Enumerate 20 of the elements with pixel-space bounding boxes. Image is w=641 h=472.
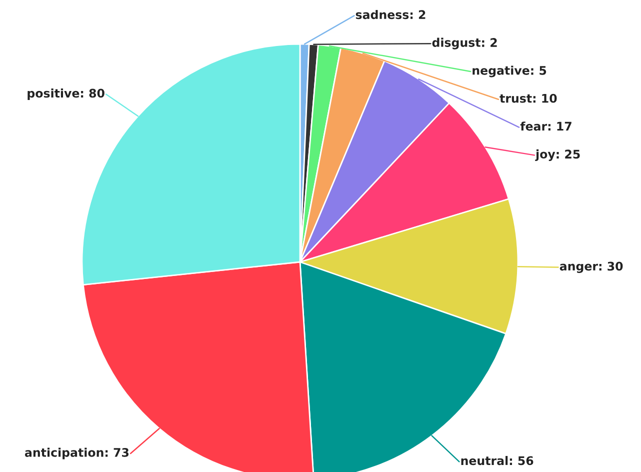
data-label: : 80	[81, 88, 104, 98]
data-label: : 25	[556, 150, 580, 159]
slice-label: disgust	[432, 38, 481, 50]
data-label: : 30	[599, 262, 623, 271]
slice-label: anticipation	[24, 448, 104, 460]
data-label: : 10	[533, 94, 557, 103]
slice-label: neutral	[461, 456, 508, 466]
slice-label: sadness	[356, 10, 409, 20]
slice-label: fear	[520, 122, 548, 131]
data-label: : 2	[482, 38, 497, 47]
slice-label: negative	[472, 66, 530, 78]
slice-label: positive	[28, 88, 80, 100]
data-label: : 73	[106, 448, 129, 457]
slice-label: trust	[500, 94, 532, 103]
slice-label: joy	[535, 149, 556, 161]
data-label: : 56	[510, 456, 534, 466]
slice-label: anger	[560, 264, 598, 273]
data-label: : 17	[548, 122, 572, 131]
data-label: : 5	[531, 66, 546, 75]
data-label: : 2	[410, 10, 426, 19]
